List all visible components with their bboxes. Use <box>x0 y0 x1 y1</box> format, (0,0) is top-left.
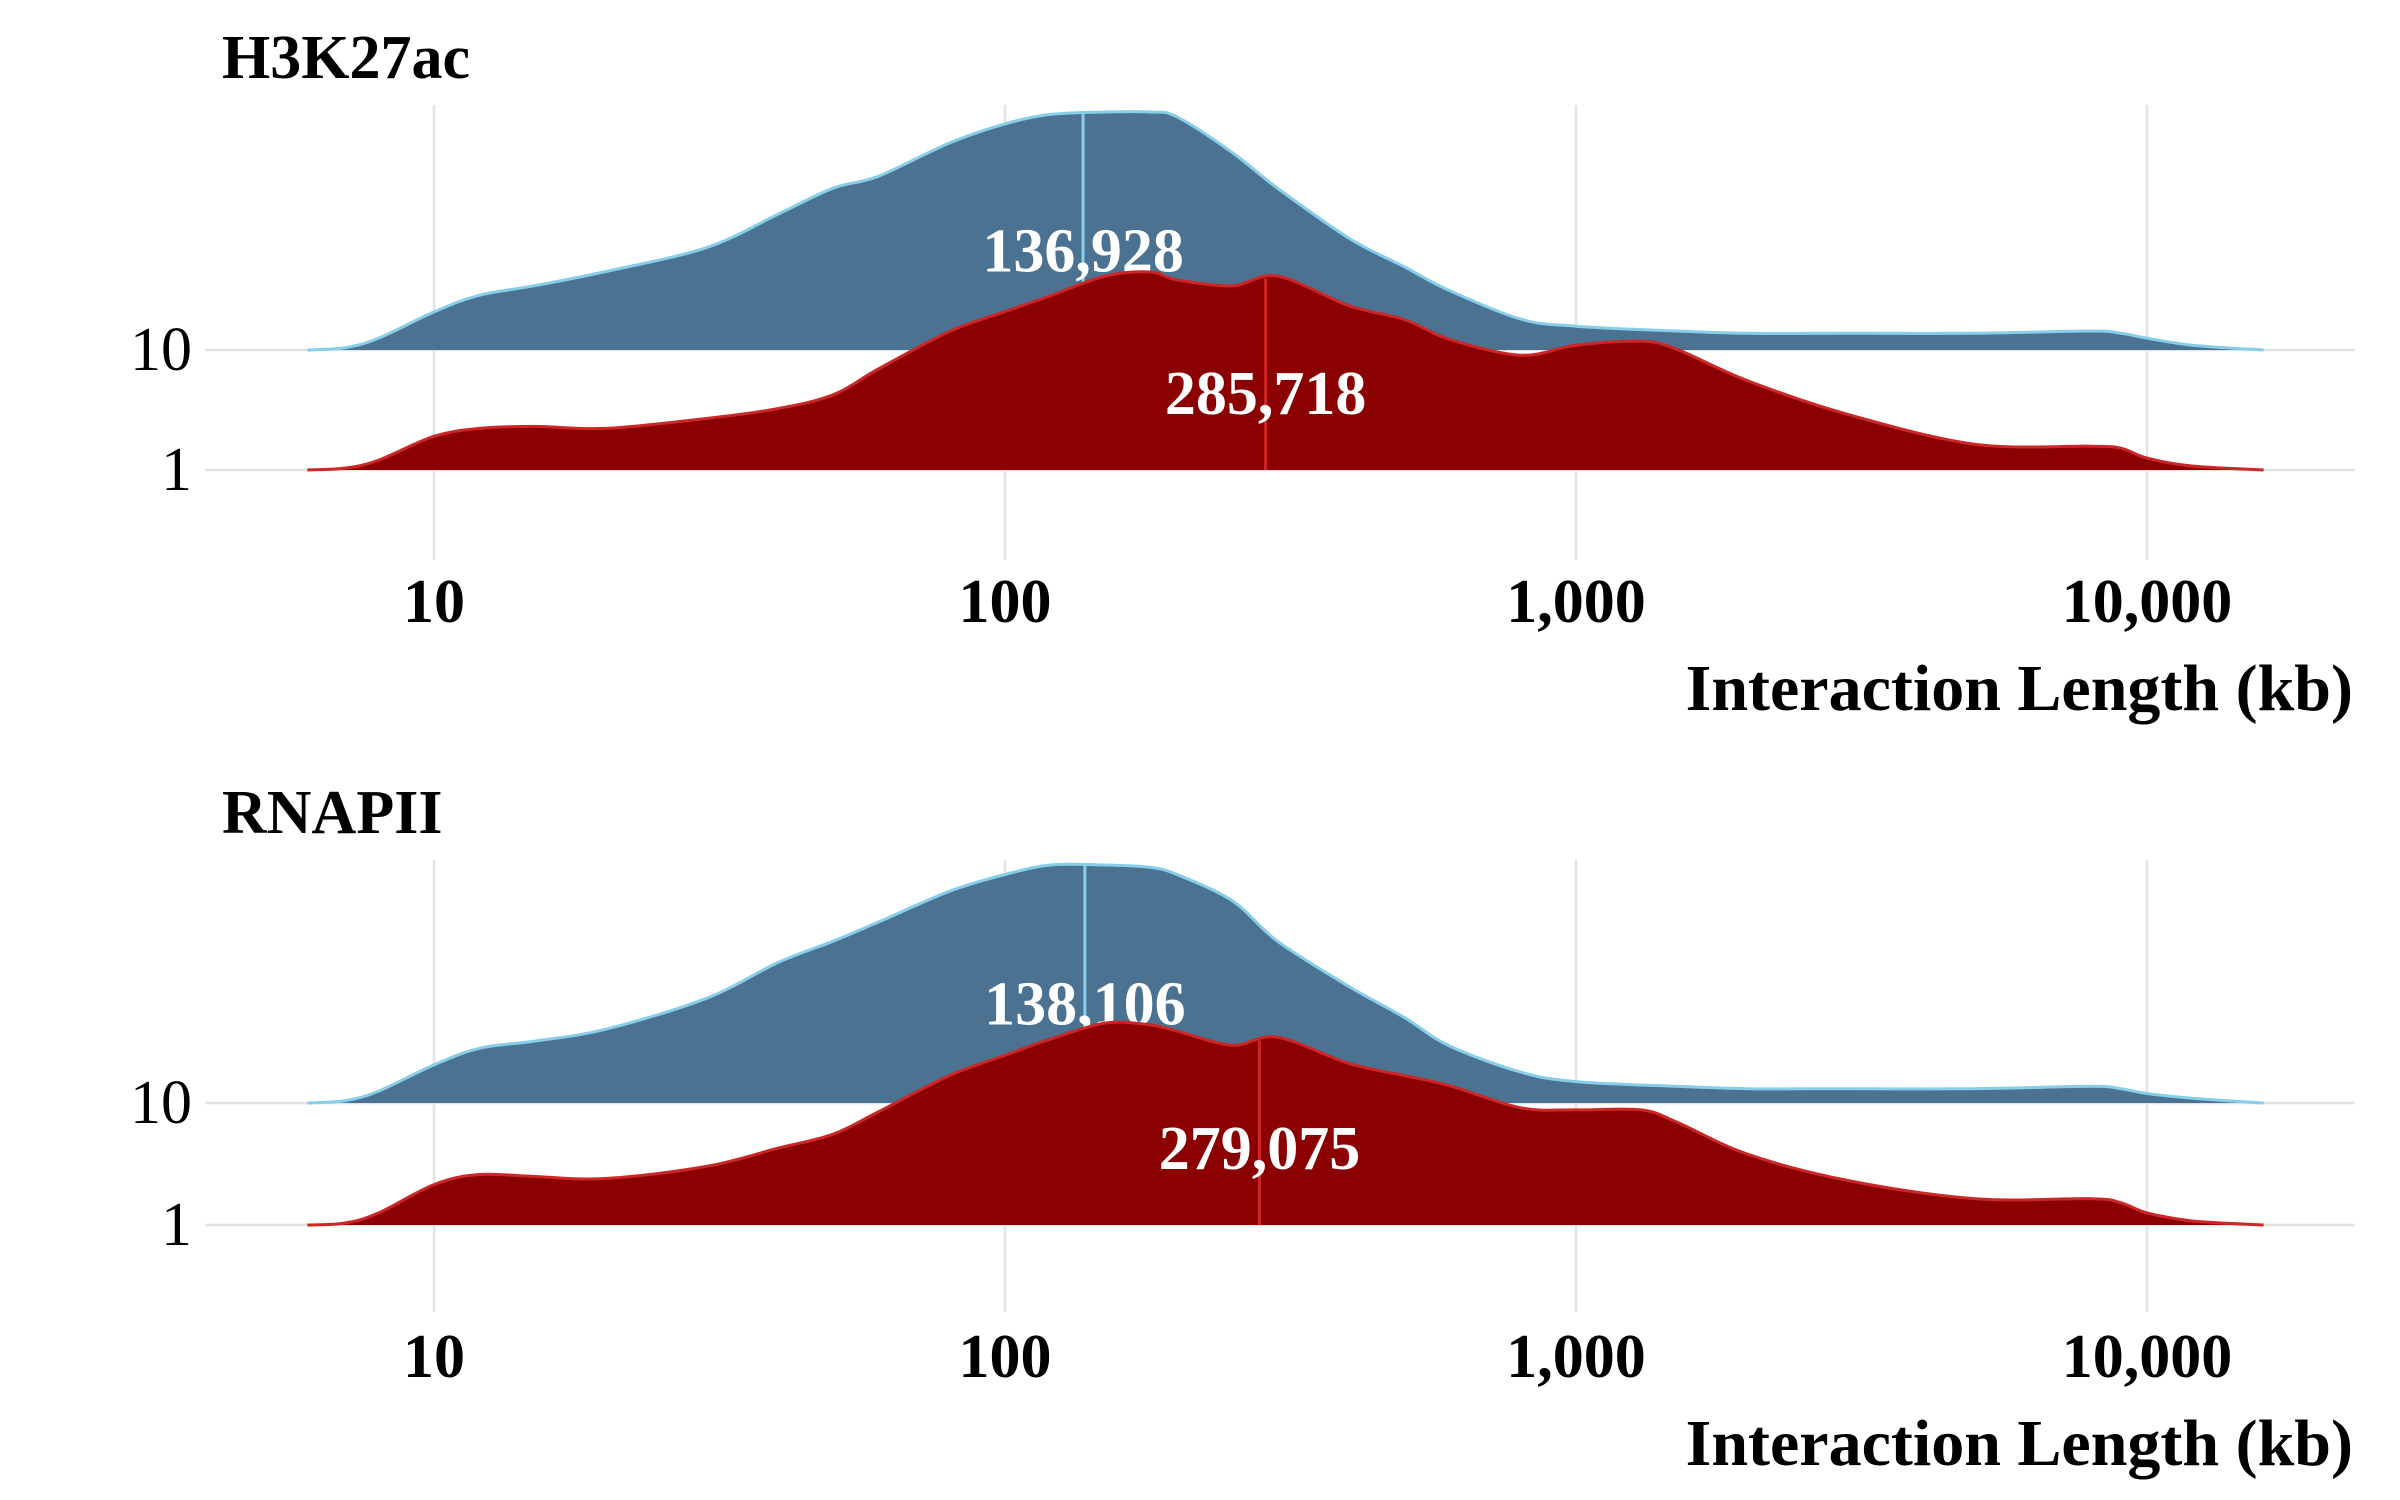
x-axis-label: Interaction Length (kb) <box>1686 652 2353 725</box>
x-tick-label-100: 100 <box>959 1323 1052 1391</box>
x-tick-label-10,000: 10,000 <box>2062 1323 2233 1391</box>
ridges: 138,106 279,075 <box>307 862 2264 1227</box>
panel-title: H3K27ac <box>222 24 470 92</box>
ridge-outline-10 <box>307 110 2264 352</box>
x-tick-label-10,000: 10,000 <box>2062 568 2233 636</box>
y-tick-label-10: 10 <box>130 316 192 384</box>
x-axis-label: Interaction Length (kb) <box>1686 1407 2353 1480</box>
x-tick-label-10: 10 <box>403 568 465 636</box>
x-tick-label-1,000: 1,000 <box>1506 1323 1646 1391</box>
ridge-outline-10 <box>307 862 2264 1105</box>
ridge-outline-1 <box>307 270 2264 472</box>
ridge-fill-10 <box>307 111 2264 350</box>
panel-rnapii: 138,106 279,075 RNAPII 10 1 10 100 1,000 10,0… <box>130 779 2355 1480</box>
median-label-1: 285,718 <box>1165 360 1367 428</box>
x-tick-labels: 10 100 1,000 10,000 <box>403 1323 2232 1391</box>
ridge-fill-1 <box>307 271 2264 470</box>
x-tick-labels: 10 100 1,000 10,000 <box>403 568 2232 636</box>
ridge-series-1: 285,718 <box>307 270 2264 472</box>
y-tick-label-10: 10 <box>130 1069 192 1137</box>
ridge-outline-1 <box>307 1020 2264 1227</box>
y-tick-labels: 10 1 <box>130 316 192 504</box>
ridge-fill-10 <box>307 864 2264 1103</box>
y-tick-labels: 10 1 <box>130 1069 192 1259</box>
x-tick-label-100: 100 <box>959 568 1052 636</box>
y-tick-label-1: 1 <box>161 1191 192 1259</box>
panel-title: RNAPII <box>222 779 442 847</box>
median-label-1: 279,075 <box>1159 1115 1361 1183</box>
y-tick-label-1: 1 <box>161 436 192 504</box>
ridge-fill-1 <box>307 1022 2264 1225</box>
ridge-series-1: 279,075 <box>307 1020 2264 1227</box>
x-tick-label-1,000: 1,000 <box>1506 568 1646 636</box>
ridge-series-10: 138,106 <box>307 862 2264 1105</box>
x-tick-label-10: 10 <box>403 1323 465 1391</box>
